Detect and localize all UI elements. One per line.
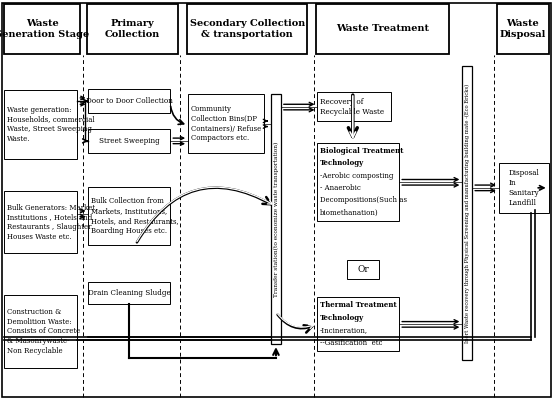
FancyBboxPatch shape <box>317 143 399 221</box>
Text: Waste
Disposal: Waste Disposal <box>499 19 546 39</box>
FancyBboxPatch shape <box>4 191 77 253</box>
Text: - Anaerobic: - Anaerobic <box>320 184 361 192</box>
Text: Door to Door Collection: Door to Door Collection <box>86 97 173 105</box>
FancyBboxPatch shape <box>462 66 472 360</box>
Text: Bulk Collection from
Markets, Institutions,
Hotels, and Restaurants,
Boarding Ho: Bulk Collection from Markets, Institutio… <box>91 197 179 234</box>
Text: --Gasification  etc: --Gasification etc <box>320 339 383 347</box>
FancyBboxPatch shape <box>347 260 379 279</box>
FancyBboxPatch shape <box>188 94 264 153</box>
FancyBboxPatch shape <box>4 90 77 159</box>
FancyBboxPatch shape <box>271 94 281 344</box>
FancyBboxPatch shape <box>87 4 178 54</box>
Text: Recovery of
Recyclable Waste: Recovery of Recyclable Waste <box>320 98 384 116</box>
Text: Transfer station(to economize waste transportation): Transfer station(to economize waste tran… <box>273 141 279 297</box>
Text: Inert Waste recovery through Physical Screening and manufacturing building mate : Inert Waste recovery through Physical Sc… <box>465 83 470 343</box>
Text: Secondary Collection
& transportation: Secondary Collection & transportation <box>190 19 305 39</box>
Text: Bulk Generators: Market,
Institutions , Hotels and
Restaurants , Slaughter
House: Bulk Generators: Market, Institutions , … <box>7 203 97 240</box>
FancyBboxPatch shape <box>316 4 449 54</box>
Text: Technology: Technology <box>320 159 364 167</box>
Text: Waste Treatment: Waste Treatment <box>336 24 429 33</box>
FancyBboxPatch shape <box>88 282 170 304</box>
FancyBboxPatch shape <box>317 297 399 351</box>
Text: -Aerobic composting: -Aerobic composting <box>320 172 394 179</box>
Text: Construction &
Demolition Waste:
Consists of Concrete
& Masonrywaste-
Non Recycl: Construction & Demolition Waste: Consist… <box>7 308 80 355</box>
Text: Street Sweeping: Street Sweeping <box>99 137 160 145</box>
FancyBboxPatch shape <box>88 129 170 153</box>
FancyBboxPatch shape <box>187 4 307 54</box>
Text: biomethanation): biomethanation) <box>320 209 379 217</box>
Text: Waste generation:
Households, commercial
Waste, Street Sweeping
Waste.: Waste generation: Households, commercial… <box>7 106 94 143</box>
Text: Drain Cleaning Sludge: Drain Cleaning Sludge <box>88 289 171 297</box>
Text: Or: Or <box>357 265 369 274</box>
FancyBboxPatch shape <box>497 4 549 54</box>
FancyBboxPatch shape <box>4 295 77 368</box>
Text: Primary
Collection: Primary Collection <box>105 19 160 39</box>
FancyBboxPatch shape <box>88 89 170 113</box>
FancyBboxPatch shape <box>317 92 391 121</box>
FancyBboxPatch shape <box>88 187 170 245</box>
FancyBboxPatch shape <box>499 163 549 213</box>
Text: Thermal Treatment: Thermal Treatment <box>320 301 397 309</box>
Text: Community
Collection Bins(DP
Containers)/ Refuse
Compactors etc.: Community Collection Bins(DP Containers)… <box>191 105 261 142</box>
Text: Disposal
In
Sanitary
Landfill: Disposal In Sanitary Landfill <box>508 170 539 207</box>
FancyBboxPatch shape <box>4 4 80 54</box>
Text: Biological Treatment: Biological Treatment <box>320 147 404 155</box>
Text: -Incineration,: -Incineration, <box>320 326 368 334</box>
Text: Waste
Generation Stage: Waste Generation Stage <box>0 19 90 39</box>
Text: Decompositions(Such as: Decompositions(Such as <box>320 196 407 204</box>
Text: Technology: Technology <box>320 314 364 322</box>
